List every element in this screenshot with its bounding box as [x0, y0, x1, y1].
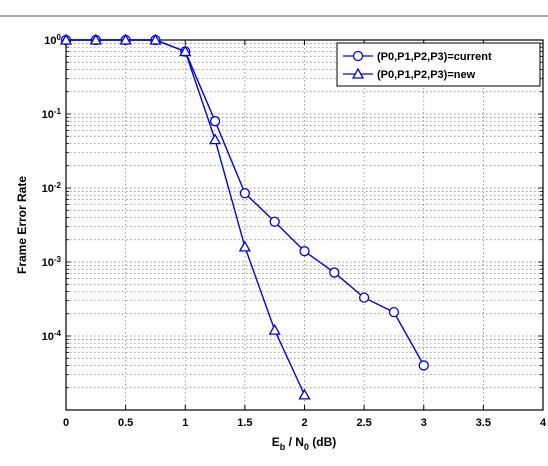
circle-marker	[329, 267, 340, 278]
y-tick-label: 10-2	[42, 181, 62, 196]
triangle-marker	[89, 33, 102, 45]
triangle-marker	[59, 33, 73, 45]
x-tick-label: 4	[540, 417, 547, 429]
x-tick-label: 1.5	[237, 417, 252, 429]
series-group	[59, 33, 429, 400]
circle-marker	[269, 216, 280, 227]
x-tick-label: 2.5	[356, 417, 371, 429]
legend-label-current: (P0,P1,P2,P3)=current	[377, 51, 492, 63]
y-tick-label: 10-3	[42, 255, 62, 270]
x-axis-label: Eb / N0 (dB)	[272, 435, 337, 452]
circle-marker	[358, 292, 370, 303]
legend-marker-new	[351, 67, 365, 79]
x-tick-label: 2	[301, 417, 307, 429]
triangle-marker	[179, 45, 192, 57]
triangle-marker	[119, 33, 132, 45]
x-tick-label: 3.5	[476, 417, 491, 429]
circle-marker	[418, 360, 429, 371]
x-tick-label: 1	[182, 417, 188, 429]
circle-marker	[388, 307, 400, 318]
legend: (P0,P1,P2,P3)=current (P0,P1,P2,P3)=new	[336, 42, 541, 87]
grid-lines	[66, 40, 543, 410]
circle-marker	[209, 116, 221, 127]
y-tick-label: 10-4	[42, 329, 62, 344]
x-tick-label: 0.5	[118, 417, 133, 429]
x-tick-label: 3	[421, 417, 427, 429]
triangle-marker	[208, 133, 222, 145]
legend-box	[336, 42, 541, 87]
triangle-marker	[268, 323, 281, 335]
legend-marker-current	[352, 50, 364, 62]
triangle-marker	[298, 388, 311, 400]
y-tick-label: 100	[44, 33, 61, 48]
x-tick-label: 0	[63, 417, 69, 429]
y-tick-label: 10-1	[42, 107, 62, 122]
circle-marker	[299, 246, 310, 257]
y-axis-label: Frame Error Rate	[15, 176, 29, 274]
triangle-marker	[149, 33, 162, 45]
circle-marker	[239, 188, 251, 199]
triangle-marker	[238, 240, 251, 252]
legend-label-new: (P0,P1,P2,P3)=new	[377, 69, 476, 81]
